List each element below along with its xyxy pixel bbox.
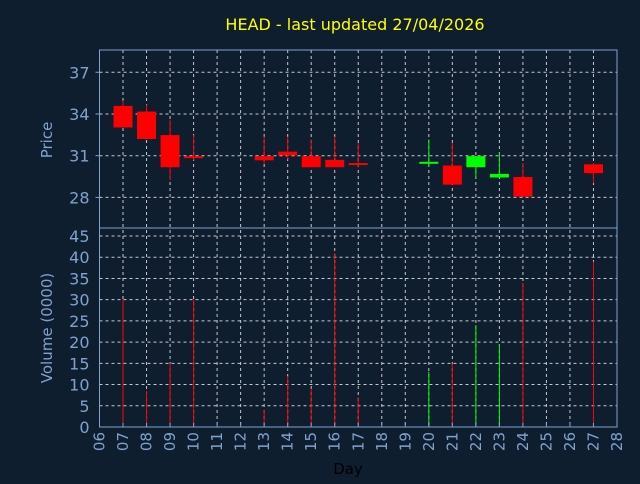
x-tick-label: 19 bbox=[396, 432, 414, 451]
chart-title: HEAD - last updated 27/04/2026 bbox=[225, 15, 484, 34]
chart-marks bbox=[113, 100, 603, 427]
x-tick-label: 10 bbox=[185, 432, 203, 451]
x-tick-label: 11 bbox=[208, 432, 226, 451]
price-tick-label: 28 bbox=[69, 188, 89, 207]
volume-panel-frame bbox=[99, 227, 618, 428]
candle-body bbox=[419, 161, 439, 164]
candle-body bbox=[442, 165, 462, 185]
volume-tick-label: 0 bbox=[79, 418, 89, 437]
volume-tick-label: 10 bbox=[69, 376, 89, 395]
axes: 06 07 08 09 10 11 12 13 14 15 16 17 18 19 20 21 22 23 24 25… bbox=[69, 49, 626, 451]
x-tick-label: 07 bbox=[114, 432, 132, 451]
x-tick-label: 13 bbox=[255, 432, 273, 451]
x-tick-label: 26 bbox=[561, 432, 579, 451]
volume-tick-label: 45 bbox=[69, 227, 89, 246]
x-tick-label: 08 bbox=[138, 432, 156, 451]
x-tick-label: 23 bbox=[490, 432, 508, 451]
candle-body bbox=[278, 151, 298, 156]
volume-tick-label: 25 bbox=[69, 312, 89, 331]
x-tick-label: 20 bbox=[420, 432, 438, 451]
candle-body bbox=[583, 164, 603, 174]
volume-tick-label: 30 bbox=[69, 291, 89, 310]
candle-body bbox=[254, 156, 274, 161]
volume-tick-label: 40 bbox=[69, 248, 89, 267]
x-tick-label: 21 bbox=[443, 432, 461, 451]
candle-body bbox=[489, 173, 509, 178]
x-tick-label: 09 bbox=[161, 432, 179, 451]
volume-axis-label: Volume (0000) bbox=[38, 273, 56, 383]
volume-tick-label: 35 bbox=[69, 269, 89, 288]
x-tick-label: 15 bbox=[302, 432, 320, 451]
candle-body bbox=[301, 156, 321, 168]
candle-body bbox=[348, 163, 368, 166]
x-tick-label: 16 bbox=[326, 432, 344, 451]
x-tick-label: 18 bbox=[373, 432, 391, 451]
x-tick-label: 28 bbox=[608, 432, 626, 451]
price-tick-label: 31 bbox=[69, 147, 89, 166]
candle-body bbox=[137, 111, 157, 139]
x-tick-label: 22 bbox=[467, 432, 485, 451]
candle-body bbox=[325, 159, 345, 168]
candle-body bbox=[184, 156, 204, 159]
x-tick-label: 27 bbox=[584, 432, 602, 451]
price-tick-label: 37 bbox=[69, 63, 89, 82]
candle-body bbox=[466, 156, 486, 168]
x-tick-label: 12 bbox=[232, 432, 250, 451]
x-tick-label: 17 bbox=[349, 432, 367, 451]
price-tick-label: 34 bbox=[69, 105, 89, 124]
volume-tick-label: 15 bbox=[69, 354, 89, 373]
volume-tick-label: 5 bbox=[79, 397, 89, 416]
price-axis-label: Price bbox=[38, 122, 56, 159]
x-tick-label: 06 bbox=[91, 432, 109, 451]
candle-body bbox=[160, 135, 180, 168]
candle-body bbox=[113, 105, 133, 128]
candle-body bbox=[513, 176, 533, 197]
volume-tick-label: 20 bbox=[69, 333, 89, 352]
grid bbox=[99, 50, 617, 427]
x-axis-label: Day bbox=[333, 460, 363, 478]
x-tick-label: 14 bbox=[279, 432, 297, 451]
x-tick-label: 24 bbox=[514, 432, 532, 451]
x-tick-label: 25 bbox=[537, 432, 555, 451]
